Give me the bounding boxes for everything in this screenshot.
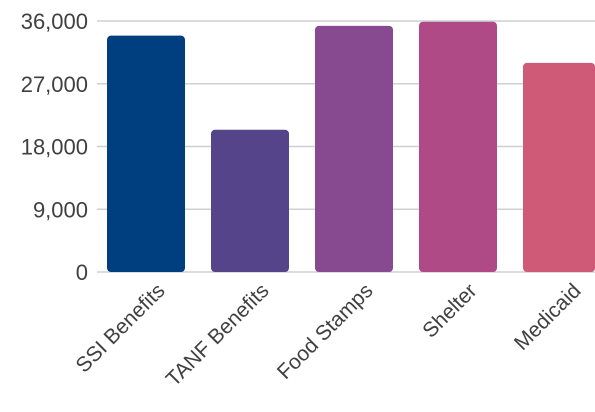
y-tick-label: 9,000 (33, 197, 88, 222)
x-tick-label: Food Stamps (273, 279, 378, 384)
x-tick-label: SSI Benefits (72, 279, 170, 377)
bar-shelter (419, 21, 497, 273)
y-tick-label: 18,000 (21, 135, 88, 160)
y-tick-label: 0 (76, 260, 88, 285)
y-axis: 0 9,000 18,000 27,000 36,000 (21, 9, 88, 285)
bar-tanf-benefits (211, 129, 289, 272)
x-tick-label: TANF Benefits (162, 279, 274, 391)
x-tick-label: Medicaid (510, 279, 586, 355)
bar-ssi-benefits (107, 35, 185, 273)
y-tick-label: 36,000 (21, 9, 88, 34)
bar-food-stamps (315, 25, 393, 273)
x-tick-label: Shelter (418, 279, 481, 342)
y-tick-label: 27,000 (21, 72, 88, 97)
bars (107, 21, 595, 273)
bar-medicaid (523, 62, 595, 273)
